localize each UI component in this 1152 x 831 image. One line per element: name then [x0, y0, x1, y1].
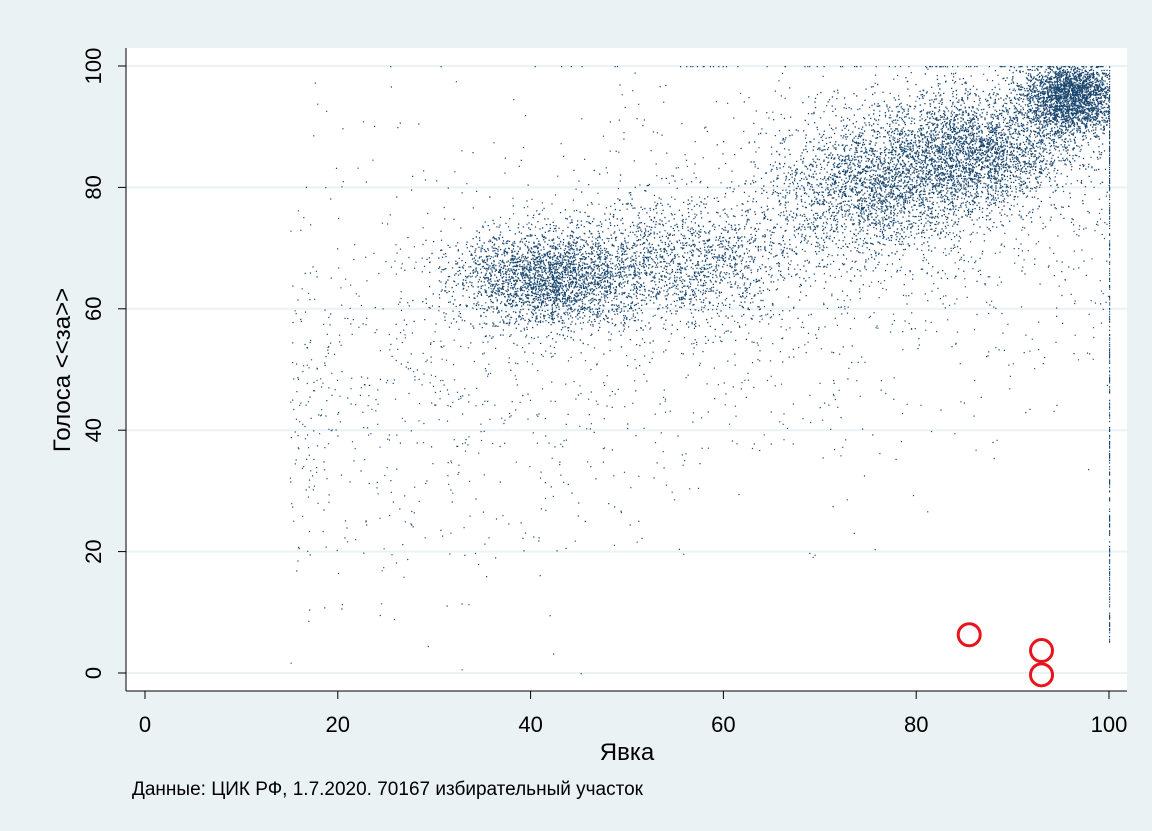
y-tick-label-60: 60 — [81, 297, 106, 321]
x-tick-label-60: 60 — [711, 712, 735, 737]
y-axis-title: Голоса <<за>> — [49, 288, 76, 452]
x-axis-title: Явка — [600, 739, 655, 766]
highlighted-point-3 — [1029, 662, 1055, 688]
x-axis-ticks: 0 20 40 60 80 100 — [139, 691, 1127, 737]
highlighted-point-1 — [956, 622, 982, 648]
x-tick-label-80: 80 — [904, 712, 928, 737]
y-tick-label-40: 40 — [81, 418, 106, 442]
x-tick-label-40: 40 — [518, 712, 542, 737]
y-axis-ticks: 0 20 40 60 80 100 — [81, 48, 126, 679]
source-note: Данные: ЦИК РФ, 1.7.2020. 70167 избирате… — [132, 779, 644, 800]
x-tick-label-100: 100 — [1091, 712, 1128, 737]
y-tick-label-20: 20 — [81, 539, 106, 563]
highlighted-point-2 — [1029, 638, 1055, 664]
y-tick-label-100: 100 — [81, 48, 106, 85]
y-tick-label-80: 80 — [81, 175, 106, 199]
y-tick-label-0: 0 — [81, 667, 106, 679]
highlighted-points — [956, 622, 1055, 688]
gridlines — [126, 65, 1127, 674]
x-tick-label-0: 0 — [139, 712, 151, 737]
plot-area — [126, 48, 1127, 691]
x-tick-label-20: 20 — [326, 712, 350, 737]
